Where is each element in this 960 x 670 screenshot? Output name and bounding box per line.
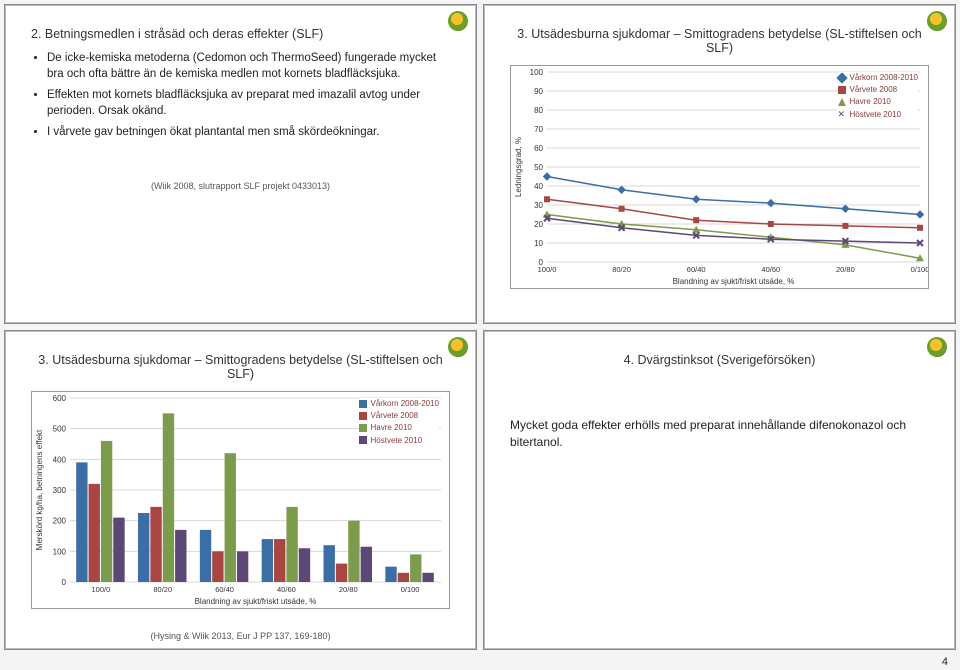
svg-text:40/60: 40/60 bbox=[277, 585, 296, 594]
svg-text:100: 100 bbox=[53, 547, 67, 556]
svg-text:60: 60 bbox=[534, 144, 543, 153]
legend-label: Havre 2010 bbox=[371, 422, 412, 433]
citation: (Wiik 2008, slutrapport SLF projekt 0433… bbox=[31, 181, 450, 191]
svg-text:Blandning av sjukt/friskt utsä: Blandning av sjukt/friskt utsäde, % bbox=[673, 277, 795, 286]
chart-legend: Vårkorn 2008-2010Vårvete 2008Havre 2010 H… bbox=[359, 398, 440, 447]
logo-icon bbox=[927, 337, 947, 357]
svg-text:500: 500 bbox=[53, 425, 67, 434]
svg-text:90: 90 bbox=[534, 87, 543, 96]
bar-chart: 0 100 200 300 400 500 600 100/0 80/20 60/40 40/60 2… bbox=[31, 391, 450, 609]
svg-text:200: 200 bbox=[53, 517, 67, 526]
legend-label: Vårvete 2008 bbox=[371, 410, 419, 421]
slide-title: 4. Dvärgstinksot (Sverigeförsöken) bbox=[510, 353, 929, 367]
svg-text:60/40: 60/40 bbox=[687, 265, 706, 274]
citation: (Hysing & Wiik 2013, Eur J PP 137, 169-1… bbox=[151, 631, 331, 641]
chart-legend: Vårkorn 2008-2010Vårvete 2008Havre 2010✕… bbox=[838, 72, 919, 121]
svg-text:100: 100 bbox=[530, 68, 544, 77]
svg-text:Merskörd kg/ha, betningens eff: Merskörd kg/ha, betningens effekt bbox=[35, 429, 44, 550]
body-text: Mycket goda effekter erhölls med prepara… bbox=[510, 417, 929, 451]
legend-label: Havre 2010 bbox=[850, 96, 891, 107]
svg-text:40: 40 bbox=[534, 182, 543, 191]
legend-label: Höstvete 2010 bbox=[371, 435, 423, 446]
logo-icon bbox=[448, 11, 468, 31]
svg-text:60/40: 60/40 bbox=[215, 585, 234, 594]
svg-text:80/20: 80/20 bbox=[153, 585, 172, 594]
slide-bottom-left: 3. Utsädesburna sjukdomar – Smittograden… bbox=[4, 330, 477, 650]
svg-text:100/0: 100/0 bbox=[538, 265, 557, 274]
svg-text:300: 300 bbox=[53, 486, 67, 495]
legend-label: Vårvete 2008 bbox=[850, 84, 898, 95]
slide-top-left: 2. Betningsmedlen i stråsäd och deras ef… bbox=[4, 4, 477, 324]
svg-text:Ledningsgrad, %: Ledningsgrad, % bbox=[514, 137, 523, 197]
slide-title: 2. Betningsmedlen i stråsäd och deras ef… bbox=[31, 27, 450, 41]
svg-text:50: 50 bbox=[534, 163, 543, 172]
legend-label: Vårkorn 2008-2010 bbox=[850, 72, 919, 83]
logo-icon bbox=[448, 337, 468, 357]
bullet-list: De icke-kemiska metoderna (Cedomon och T… bbox=[31, 51, 450, 141]
svg-text:80: 80 bbox=[534, 106, 543, 115]
svg-text:30: 30 bbox=[534, 201, 543, 210]
slide-title: 3. Utsädesburna sjukdomar – Smittograden… bbox=[510, 27, 929, 55]
svg-text:0/100: 0/100 bbox=[401, 585, 420, 594]
bullet-item: De icke-kemiska metoderna (Cedomon och T… bbox=[47, 51, 450, 82]
logo-icon bbox=[927, 11, 947, 31]
svg-text:Blandning av sjukt/friskt utsä: Blandning av sjukt/friskt utsäde, % bbox=[195, 597, 317, 606]
page-number: 4 bbox=[942, 656, 948, 668]
slide-top-right: 3. Utsädesburna sjukdomar – Smittograden… bbox=[483, 4, 956, 324]
svg-text:20/80: 20/80 bbox=[339, 585, 358, 594]
line-chart: 0102030405060708090100100/080/2060/4040/… bbox=[510, 65, 929, 289]
svg-text:20: 20 bbox=[534, 220, 543, 229]
svg-text:40/60: 40/60 bbox=[761, 265, 780, 274]
slide-bottom-right: 4. Dvärgstinksot (Sverigeförsöken) Mycke… bbox=[483, 330, 956, 650]
legend-label: Vårkorn 2008-2010 bbox=[371, 398, 440, 409]
svg-text:0: 0 bbox=[62, 578, 67, 587]
svg-text:20/80: 20/80 bbox=[836, 265, 855, 274]
slide-title: 3. Utsädesburna sjukdomar – Smittograden… bbox=[31, 353, 450, 381]
svg-text:0/100: 0/100 bbox=[911, 265, 928, 274]
svg-text:600: 600 bbox=[53, 394, 67, 403]
svg-text:400: 400 bbox=[53, 455, 67, 464]
svg-text:70: 70 bbox=[534, 125, 543, 134]
svg-text:80/20: 80/20 bbox=[612, 265, 631, 274]
bullet-item: I vårvete gav betningen ökat plantantal … bbox=[47, 125, 450, 141]
bullet-item: Effekten mot kornets bladfläcksjuka av p… bbox=[47, 88, 450, 119]
svg-text:10: 10 bbox=[534, 239, 543, 248]
legend-label: Höstvete 2010 bbox=[850, 109, 902, 120]
svg-text:100/0: 100/0 bbox=[92, 585, 111, 594]
